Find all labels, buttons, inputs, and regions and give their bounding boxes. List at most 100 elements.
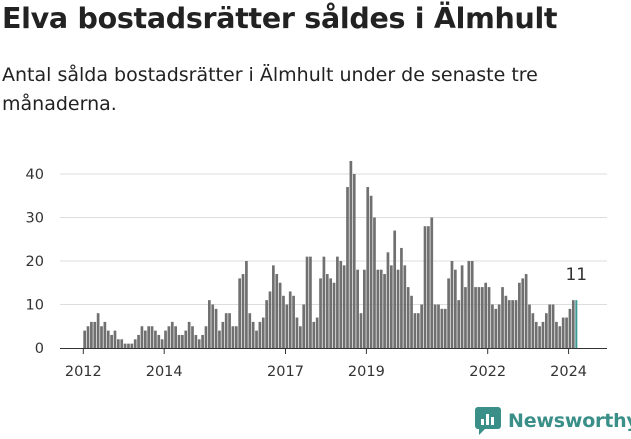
bar [100,326,103,348]
bar [211,304,215,348]
bar [268,291,272,348]
bar [86,326,90,348]
bar [278,282,282,348]
bar [90,321,93,348]
bar [170,321,174,348]
bar [83,330,86,348]
bar [305,256,309,348]
bar [518,282,521,348]
bar [298,326,302,348]
y-tick-label: 30 [26,211,44,227]
bar [106,330,110,348]
bar [393,230,397,348]
bar [197,339,201,348]
bar [309,256,312,348]
bar-chart: 0 10 20 30 40 2012 2014 2017 2019 2022 2024 11 [26,160,607,380]
bar [346,187,349,348]
bar [285,304,289,348]
bar [558,326,562,348]
bar [164,330,167,348]
bar [147,326,151,348]
bar [117,339,120,348]
bar [460,265,464,348]
bar [342,265,346,348]
x-tick-label: 2022 [469,364,506,380]
bar [369,195,373,348]
bar [201,334,204,348]
bar [204,326,208,348]
bar [194,334,198,348]
bar [437,304,440,348]
bar [322,256,326,348]
bar [238,278,242,348]
bar [113,330,117,348]
bar [555,321,558,348]
chart-title: Elva bostadsrätter såldes i Älmhult [2,2,558,35]
bar [123,343,127,348]
bar [379,269,383,348]
bar [275,274,279,348]
newsworthy-logo[interactable]: Newsworthy [475,406,631,436]
bar [484,282,488,348]
bar [497,304,501,348]
bar [312,321,316,348]
bar [224,313,228,348]
bar [93,321,97,348]
bar [474,287,477,348]
brand-name: Newsworthy [508,410,631,432]
bar [477,287,481,348]
bar [245,261,248,348]
bar [231,326,235,348]
bar [403,265,407,348]
bar [265,300,268,348]
bar [541,321,545,348]
bar [501,287,504,348]
bar [120,339,124,348]
bar [251,321,255,348]
bar [383,274,386,348]
bar [96,313,100,348]
bar [528,304,531,348]
bar [440,308,444,348]
bar [389,265,393,348]
bar [548,304,552,348]
newsworthy-icon [475,407,501,435]
bar [386,252,390,348]
bar [447,278,450,348]
y-axis-labels: 0 10 20 30 40 [26,167,44,357]
bar-highlight [575,300,578,348]
bar [181,334,184,348]
bar [373,217,376,348]
y-tick-label: 0 [35,341,44,357]
bar [561,317,565,348]
bar [187,321,191,348]
bar [359,313,363,348]
bar [524,274,528,348]
bar [487,287,491,348]
bar [261,317,265,348]
bar [534,321,538,348]
bar [140,326,144,348]
y-tick-label: 40 [26,167,44,183]
bar [110,334,113,348]
bar [356,269,359,348]
y-tick-label: 10 [26,298,44,314]
bar [174,326,177,348]
bar [430,217,434,348]
bar [103,321,107,348]
bar [130,343,134,348]
bar [282,295,285,348]
bar [571,300,575,348]
y-tick-label: 20 [26,254,44,270]
bar [218,330,221,348]
bar [413,313,417,348]
bar [339,261,343,348]
bar [366,187,370,348]
bar [184,330,188,348]
bar [234,326,238,348]
bar [551,304,555,348]
bar [325,274,329,348]
bar [319,278,322,348]
bar [248,313,252,348]
bar [258,321,262,348]
